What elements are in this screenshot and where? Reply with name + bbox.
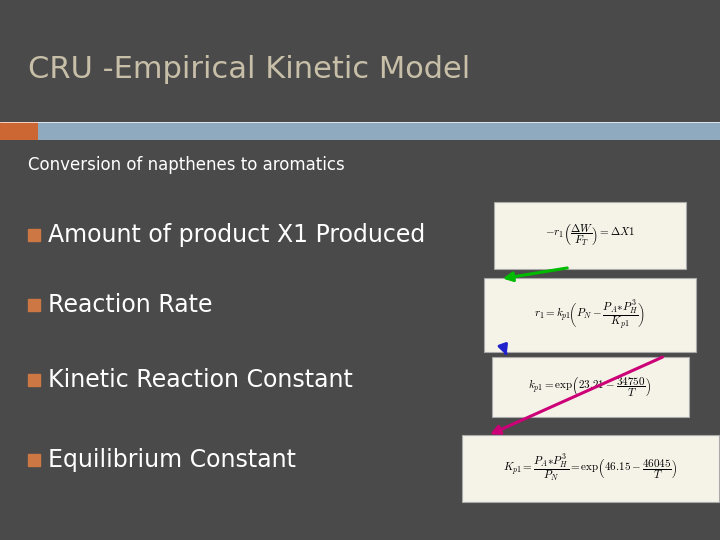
FancyBboxPatch shape [484, 278, 696, 352]
Text: $K_{p1} = \dfrac{P_A {*} P_H^3}{P_N} = \exp\!\left(46.15 - \dfrac{46045}{T}\righ: $K_{p1} = \dfrac{P_A {*} P_H^3}{P_N} = \… [503, 453, 677, 483]
Bar [28, 454, 40, 466]
Text: $-r_1\left(\dfrac{\Delta W}{F_T}\right) = \Delta X1$: $-r_1\left(\dfrac{\Delta W}{F_T}\right) … [545, 222, 635, 248]
Text: $k_{p1} = \exp\!\left(23.21 - \dfrac{34750}{T}\right)$: $k_{p1} = \exp\!\left(23.21 - \dfrac{347… [528, 375, 652, 399]
Bar [0, 122, 720, 140]
Text: Amount of product X1 Produced: Amount of product X1 Produced [48, 223, 426, 247]
Bar [28, 374, 40, 386]
Text: $r_1 = k_{p1}\!\left(P_N - \dfrac{P_A {*} P_H^{\,3}}{K_{p1}}\right)$: $r_1 = k_{p1}\!\left(P_N - \dfrac{P_A {*… [534, 298, 646, 332]
FancyBboxPatch shape [462, 435, 719, 502]
FancyBboxPatch shape [492, 357, 688, 417]
FancyBboxPatch shape [494, 201, 686, 268]
Bar [28, 229, 40, 241]
Text: Kinetic Reaction Constant: Kinetic Reaction Constant [48, 368, 353, 392]
Text: Reaction Rate: Reaction Rate [48, 293, 212, 317]
Bar [0, 122, 38, 140]
Text: CRU -Empirical Kinetic Model: CRU -Empirical Kinetic Model [28, 56, 470, 84]
Text: Conversion of napthenes to aromatics: Conversion of napthenes to aromatics [28, 156, 345, 174]
Text: Equilibrium Constant: Equilibrium Constant [48, 448, 296, 472]
Bar [28, 299, 40, 311]
